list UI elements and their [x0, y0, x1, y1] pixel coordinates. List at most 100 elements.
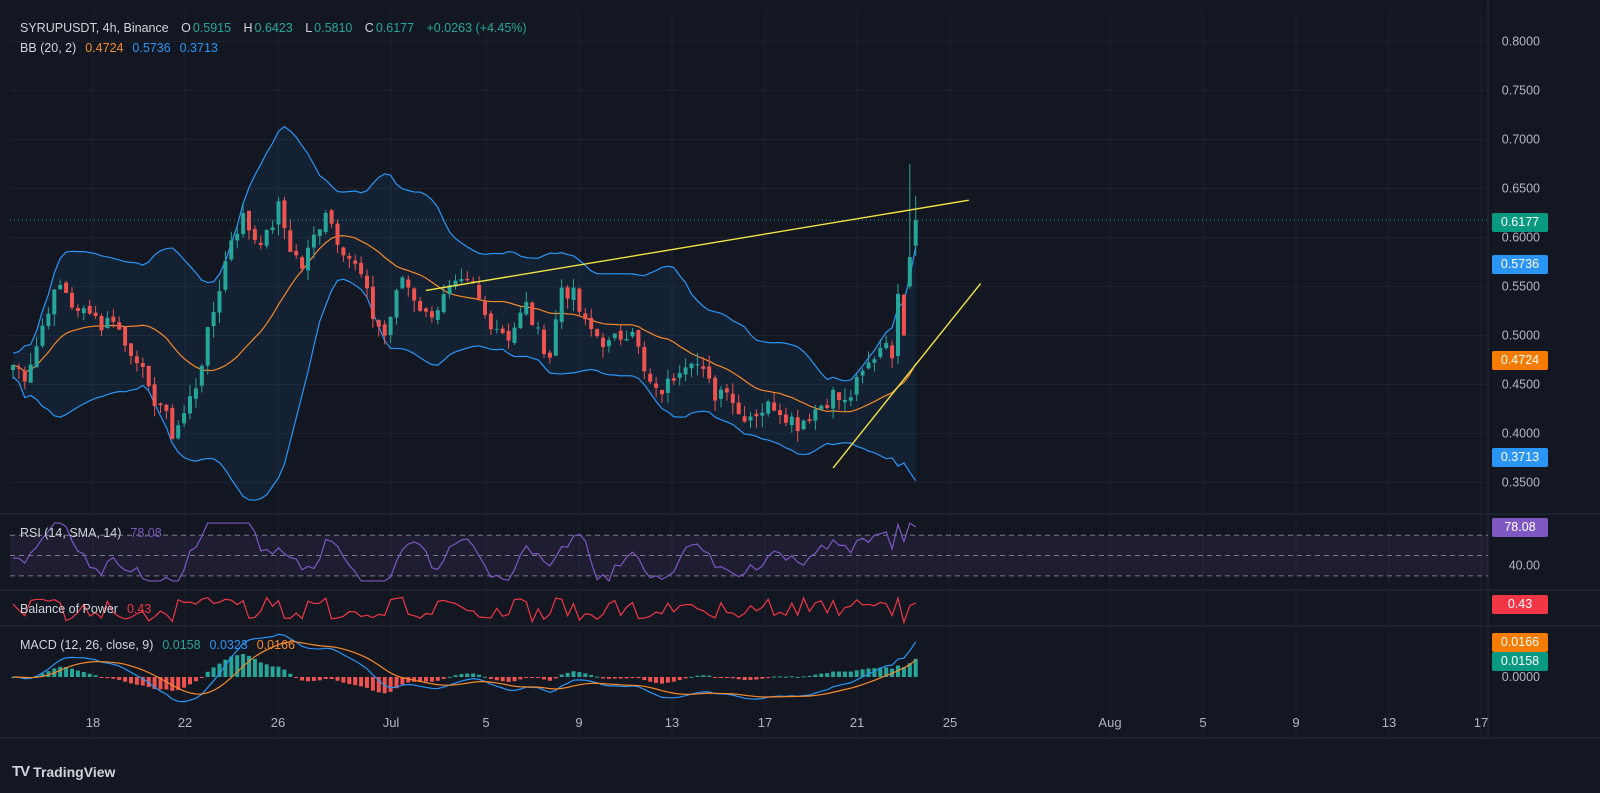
- candle-body: [435, 310, 440, 320]
- macd-histogram-bar: [193, 677, 198, 682]
- bollinger-basis-line: [12, 235, 917, 413]
- candle-body: [801, 420, 806, 430]
- price-legend: SYRUPUSDT, 4h, Binance O 0.5915 H 0.6423 L…: [20, 21, 529, 35]
- candle-body: [730, 393, 735, 404]
- macd-histogram-bar: [158, 677, 163, 690]
- candle-body: [890, 345, 895, 359]
- brand-logo[interactable]: TV TradingView: [12, 763, 115, 780]
- candle-body: [347, 255, 352, 259]
- candle-body: [376, 320, 381, 327]
- candle-body: [394, 290, 399, 318]
- macd-signal-line: [12, 641, 917, 698]
- macd-histogram-bar: [335, 677, 340, 681]
- candle-body: [719, 389, 723, 399]
- macd-histogram-bar: [583, 673, 588, 677]
- macd-histogram-bar: [306, 677, 310, 682]
- macd-histogram-bar: [129, 677, 133, 684]
- macd-histogram-bar: [695, 675, 700, 677]
- candle-body: [87, 305, 92, 314]
- macd-histogram-bar: [258, 662, 263, 677]
- macd-histogram-bar: [577, 672, 582, 677]
- macd-histogram-bar: [512, 677, 517, 682]
- macd-histogram-bar: [547, 677, 552, 681]
- macd-line: [12, 633, 917, 703]
- candle-body: [217, 291, 222, 313]
- macd-histogram-bar: [471, 673, 476, 677]
- candle-body: [689, 363, 694, 369]
- y-tick-label: 0.6500: [1502, 181, 1540, 195]
- macd-value: 0.0158: [162, 638, 201, 652]
- candle-body: [789, 416, 794, 425]
- candle-body: [16, 367, 21, 369]
- macd-histogram-bar: [612, 677, 617, 679]
- candle-body: [441, 294, 446, 313]
- macd-histogram-bar: [748, 677, 753, 680]
- candle-body: [807, 419, 812, 421]
- candle-body: [878, 347, 883, 358]
- candle-body: [282, 200, 287, 229]
- candle-body: [264, 229, 269, 246]
- candle-body: [323, 212, 328, 233]
- candle-body: [158, 403, 163, 406]
- macd-histogram-bar: [152, 677, 157, 689]
- candle-body: [276, 201, 281, 225]
- candle-body: [111, 316, 116, 322]
- high-value: 0.6423: [254, 21, 293, 35]
- macd-histogram-bar: [311, 677, 316, 681]
- macd-histogram-bar: [58, 666, 63, 677]
- macd-histogram-bar: [288, 673, 293, 677]
- y-tick-label: 0.4000: [1502, 427, 1540, 441]
- macd-histogram-bar: [866, 668, 871, 677]
- macd-histogram-bar: [75, 670, 80, 677]
- macd-histogram-bar: [778, 676, 782, 678]
- candle-body: [188, 396, 192, 414]
- macd-histogram-bar: [123, 677, 128, 682]
- macd-histogram-bar: [713, 677, 718, 678]
- rsi-level-label: 40.00: [1509, 559, 1540, 573]
- macd-histogram-bar: [353, 677, 358, 686]
- candle-body: [483, 301, 487, 315]
- candle-body: [152, 384, 157, 406]
- macd-histogram-bar: [376, 677, 381, 693]
- close-label: C: [364, 21, 374, 35]
- open-label: O: [181, 21, 191, 35]
- macd-histogram-bar: [70, 668, 74, 677]
- x-tick-label: 17: [758, 715, 772, 730]
- candle-body: [547, 352, 552, 358]
- bop-badge: 0.43: [1492, 595, 1548, 614]
- open-value: 0.5915: [192, 21, 232, 35]
- bollinger-upper-line: [12, 125, 917, 382]
- macd-histogram-bar: [477, 674, 482, 677]
- macd-histogram-bar: [176, 677, 181, 690]
- macd-histogram-bar: [294, 677, 299, 678]
- macd-hist-value: 0.0166: [256, 638, 295, 652]
- macd-histogram-bar: [140, 677, 145, 686]
- candle-body: [341, 247, 346, 256]
- candle-body: [46, 313, 51, 326]
- macd-histogram-bar: [276, 666, 281, 677]
- candle-body: [105, 317, 110, 329]
- candle-body: [701, 366, 706, 369]
- rsi-badge: 78.08: [1492, 518, 1548, 537]
- macd-histogram-bar: [506, 677, 511, 682]
- macd-histogram-bar: [813, 674, 818, 677]
- macd-histogram-bar: [589, 675, 594, 677]
- macd-histogram-bar: [665, 677, 670, 683]
- macd-histogram-bar: [907, 663, 912, 677]
- macd-histogram-bar: [571, 671, 576, 677]
- macd-histogram-bar: [553, 677, 558, 679]
- candle-body: [707, 366, 712, 379]
- bb-upper-value: 0.5736: [132, 41, 171, 55]
- candle-body: [235, 233, 240, 241]
- candle-body: [896, 293, 900, 356]
- candle-body: [837, 392, 841, 401]
- macd-histogram-bar: [494, 677, 499, 681]
- candle-body: [247, 210, 251, 231]
- candle-body: [193, 388, 198, 399]
- candle-body: [488, 313, 493, 330]
- macd-histogram-bar: [64, 666, 69, 677]
- change-value: +0.0263 (+4.45%): [426, 21, 527, 35]
- symbol-label: SYRUPUSDT, 4h, Binance: [20, 21, 169, 35]
- candle-body: [553, 319, 558, 356]
